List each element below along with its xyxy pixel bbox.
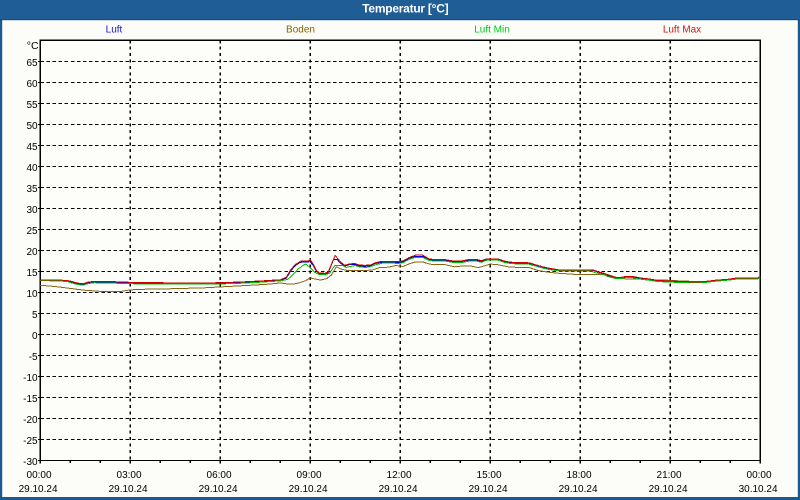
svg-text:25: 25 [26, 226, 38, 237]
svg-text:21:00: 21:00 [657, 470, 682, 481]
svg-text:-25: -25 [23, 436, 38, 447]
svg-text:00:00: 00:00 [27, 470, 52, 481]
svg-text:03:00: 03:00 [117, 470, 142, 481]
svg-text:35: 35 [26, 184, 38, 195]
svg-text:Luft Max: Luft Max [663, 25, 701, 36]
svg-text:Temperatur [°C]: Temperatur [°C] [362, 2, 448, 16]
svg-text:15:00: 15:00 [477, 470, 502, 481]
svg-text:60: 60 [26, 79, 38, 90]
svg-text:-30: -30 [23, 457, 38, 468]
svg-text:20: 20 [26, 247, 38, 258]
svg-text:00:00: 00:00 [747, 470, 772, 481]
svg-text:30: 30 [26, 205, 38, 216]
svg-text:10: 10 [26, 289, 38, 300]
svg-text:29.10.24: 29.10.24 [289, 484, 328, 495]
svg-text:Luft: Luft [106, 25, 123, 36]
svg-text:29.10.24: 29.10.24 [19, 484, 58, 495]
svg-text:65: 65 [26, 58, 38, 69]
svg-text:29.10.24: 29.10.24 [199, 484, 238, 495]
svg-text:30.10.24: 30.10.24 [739, 484, 778, 495]
svg-text:18:00: 18:00 [567, 470, 592, 481]
svg-text:40: 40 [26, 163, 38, 174]
svg-text:29.10.24: 29.10.24 [469, 484, 508, 495]
svg-text:-20: -20 [23, 415, 38, 426]
svg-text:-5: -5 [29, 352, 38, 363]
svg-text:Boden: Boden [286, 25, 315, 36]
svg-text:50: 50 [26, 121, 38, 132]
svg-text:29.10.24: 29.10.24 [109, 484, 148, 495]
svg-text:55: 55 [26, 100, 38, 111]
svg-text:-10: -10 [23, 373, 38, 384]
svg-text:29.10.24: 29.10.24 [649, 484, 688, 495]
svg-text:29.10.24: 29.10.24 [559, 484, 598, 495]
svg-text:15: 15 [26, 268, 38, 279]
svg-text:°C: °C [27, 40, 39, 52]
svg-text:0: 0 [32, 331, 38, 342]
svg-text:5: 5 [32, 310, 38, 321]
svg-text:09:00: 09:00 [297, 470, 322, 481]
svg-text:Luft Min: Luft Min [474, 25, 510, 36]
svg-text:-15: -15 [23, 394, 38, 405]
svg-text:45: 45 [26, 142, 38, 153]
svg-text:12:00: 12:00 [387, 470, 412, 481]
svg-text:06:00: 06:00 [207, 470, 232, 481]
svg-text:29.10.24: 29.10.24 [379, 484, 418, 495]
